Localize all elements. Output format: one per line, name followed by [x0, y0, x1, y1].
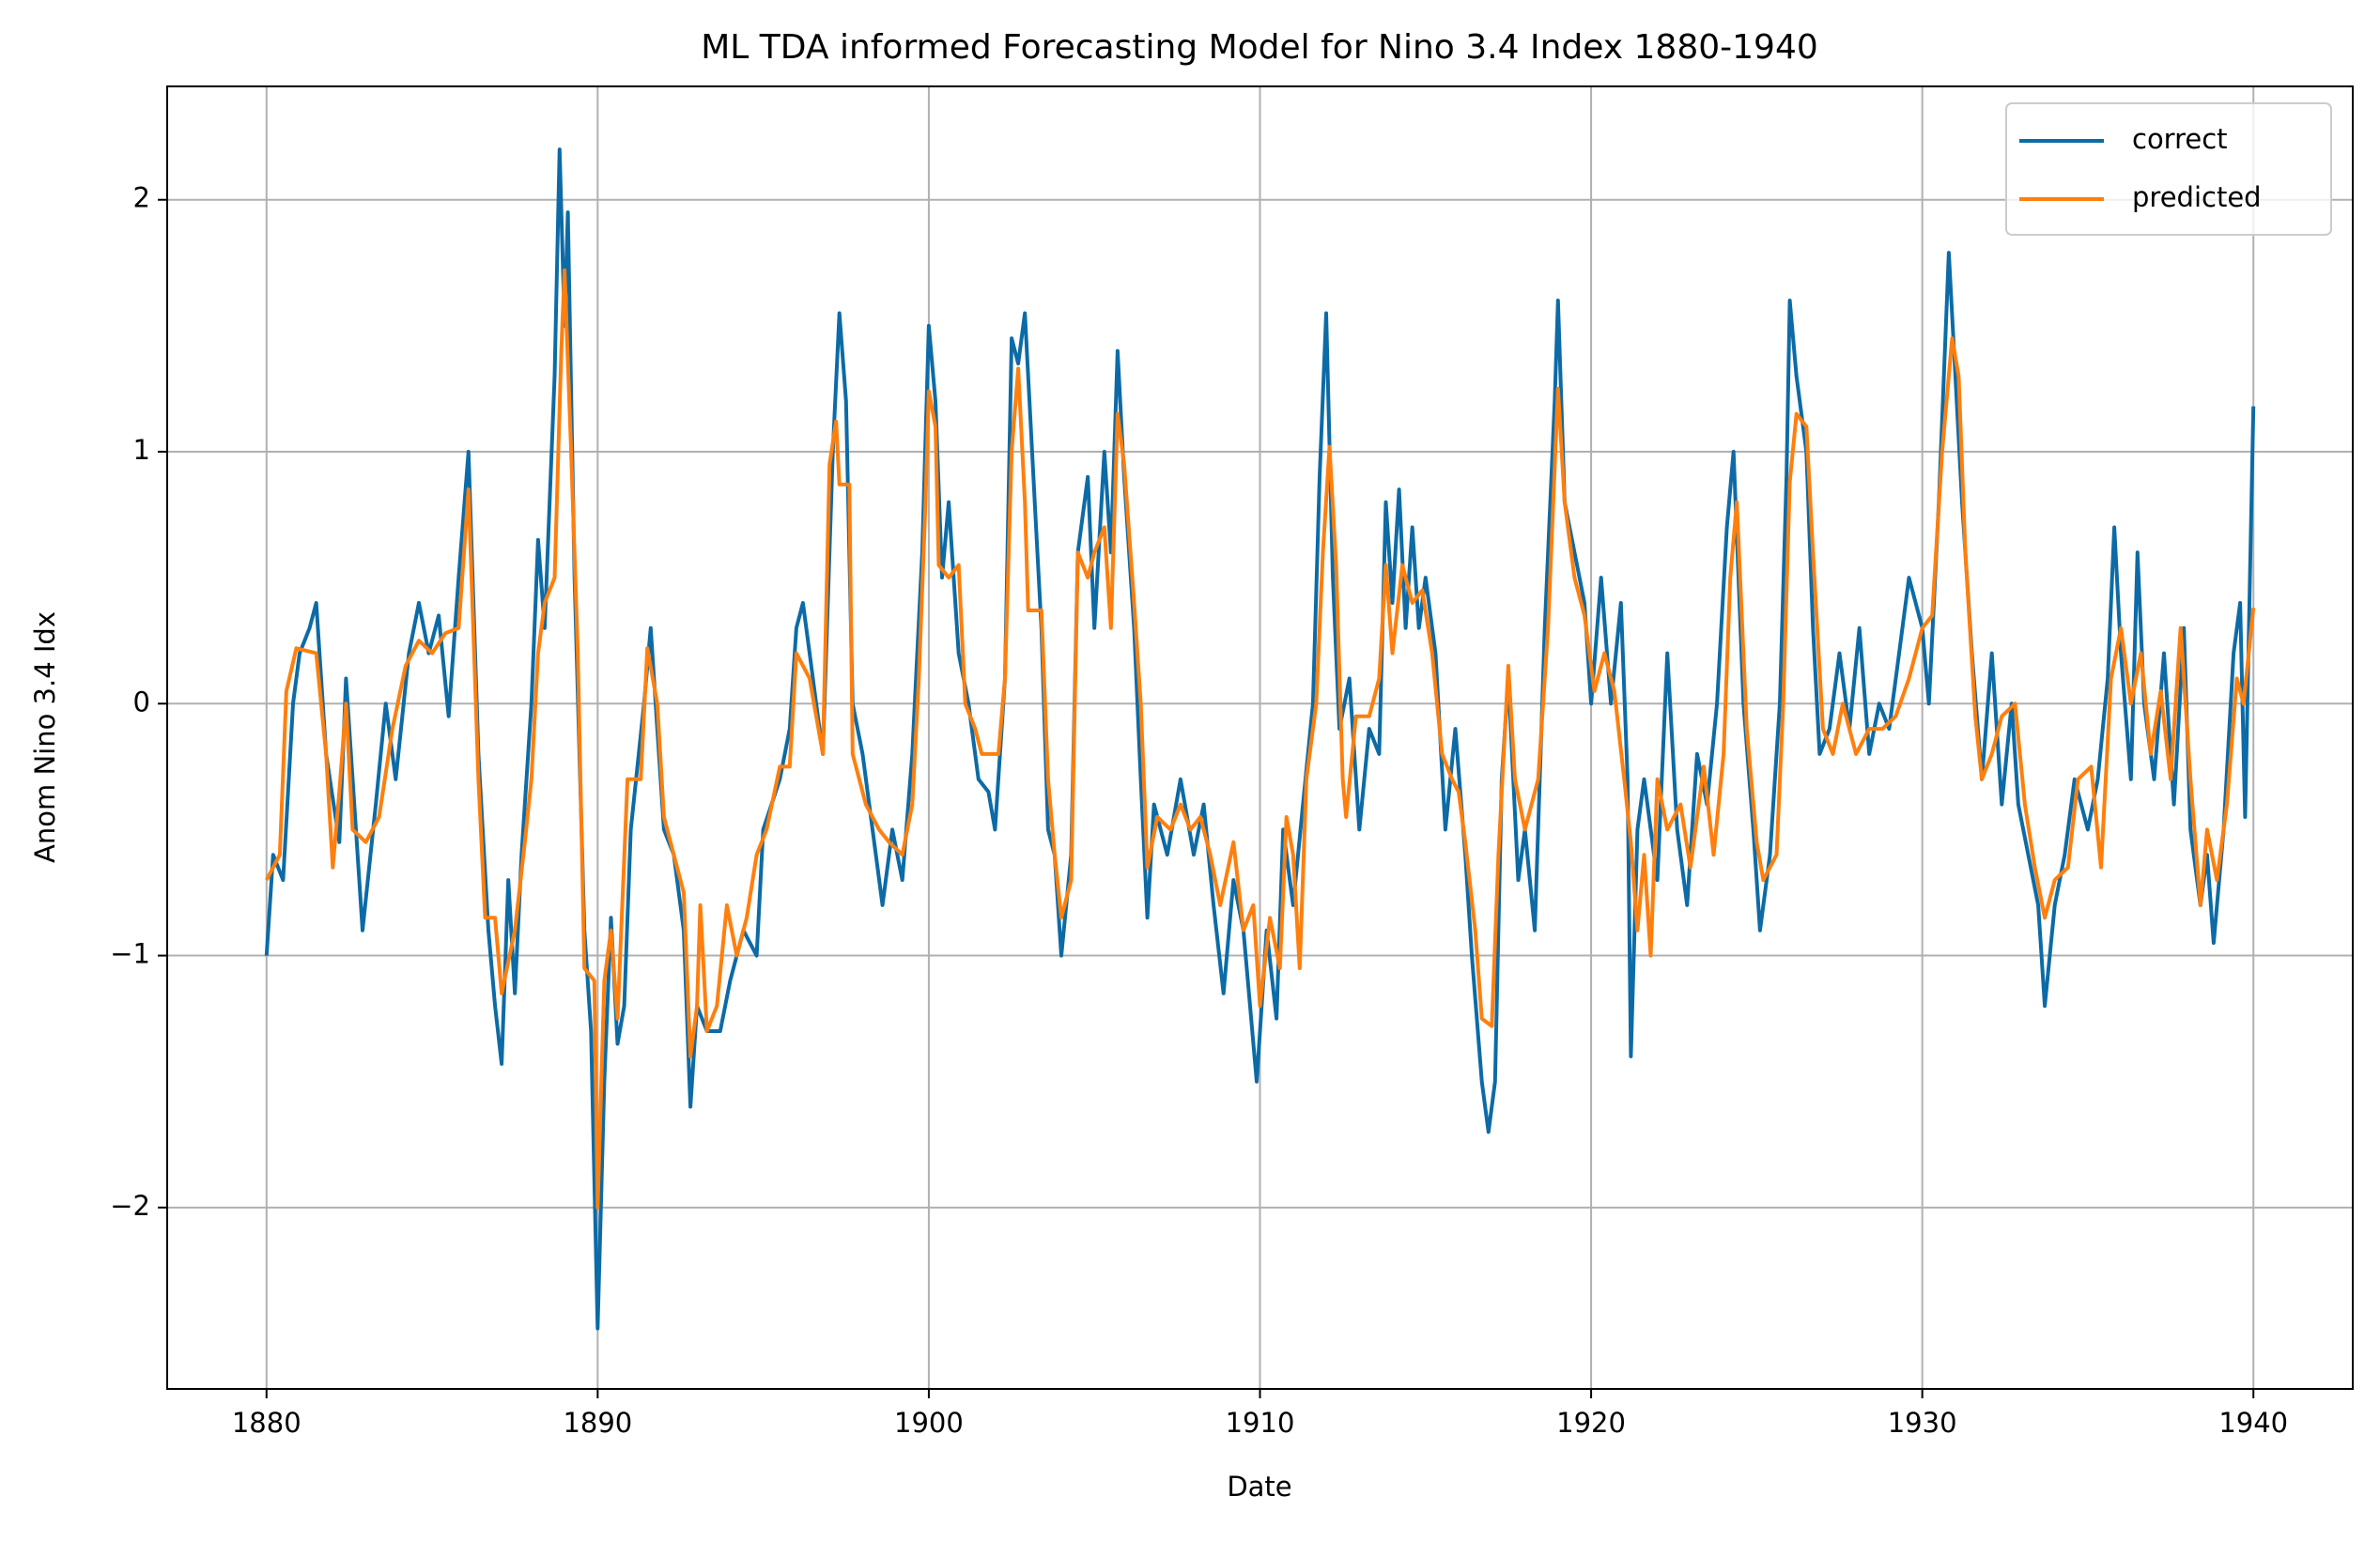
y-tick-label: −1: [110, 938, 150, 970]
x-tick-label: 1940: [2218, 1407, 2288, 1439]
x-axis-label: Date: [1227, 1471, 1291, 1503]
chart-title: ML TDA informed Forecasting Model for Ni…: [701, 28, 1818, 67]
legend-label: predicted: [2132, 181, 2262, 213]
x-tick-label: 1910: [1226, 1407, 1295, 1439]
plot-area: [264, 147, 2256, 1331]
y-tick-label: 1: [133, 434, 150, 466]
x-tick-label: 1930: [1888, 1407, 1957, 1439]
y-axis-label: Anom Nino 3.4 Idx: [29, 611, 61, 863]
legend-box: [2005, 102, 2332, 236]
y-tick-label: 2: [133, 182, 150, 214]
legend-label: correct: [2132, 123, 2228, 155]
x-tick-label: 1880: [232, 1407, 301, 1439]
y-tick-label: 0: [133, 686, 150, 717]
x-tick-label: 1890: [563, 1407, 632, 1439]
y-tick-label: −2: [110, 1190, 150, 1222]
series-line: [265, 268, 2256, 1210]
x-tick-label: 1920: [1556, 1407, 1626, 1439]
legend: correct predicted: [2005, 102, 2332, 236]
x-tick-label: 1900: [894, 1407, 964, 1439]
